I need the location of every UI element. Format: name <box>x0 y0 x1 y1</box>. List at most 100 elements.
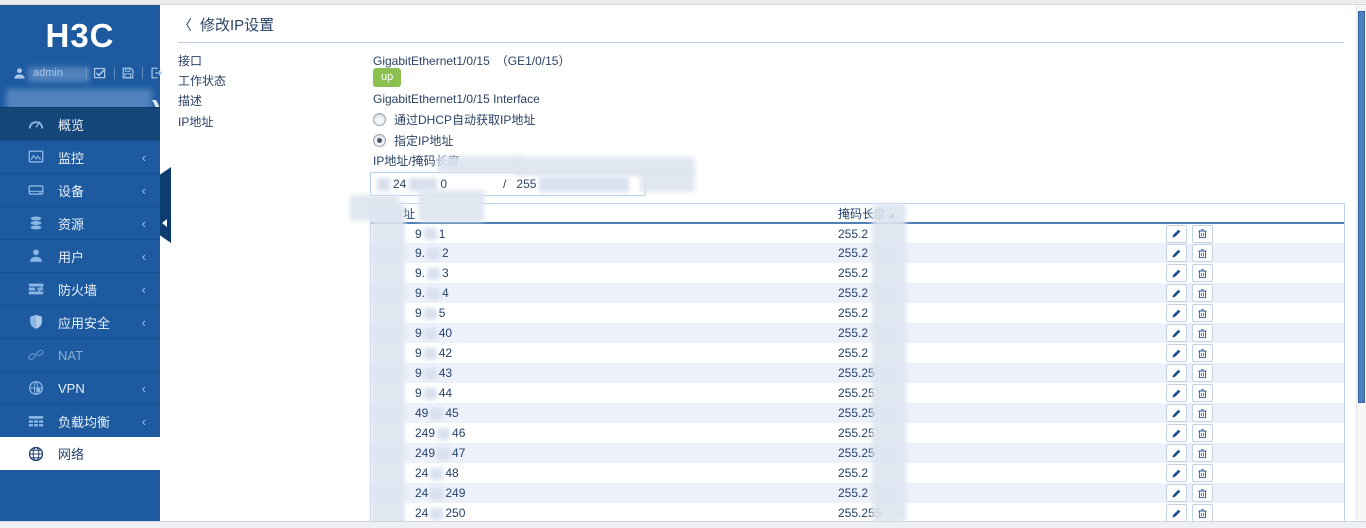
delete-button[interactable] <box>1192 384 1213 402</box>
sidebar-item-vpn[interactable]: VPN ‹ <box>0 371 160 404</box>
delete-button[interactable] <box>1192 284 1213 302</box>
delete-button[interactable] <box>1192 324 1213 342</box>
sidebar-item-monitoring[interactable]: 监控 ‹ <box>0 140 160 173</box>
blur-patch <box>437 447 451 460</box>
delete-button[interactable] <box>1192 224 1213 243</box>
mask-cell: 255.2 <box>833 303 1163 323</box>
address-column-header: 址 <box>371 204 833 224</box>
delete-button[interactable] <box>1192 504 1213 521</box>
sidebar-item-user[interactable]: 用户 ‹ <box>0 239 160 272</box>
scrollbar-thumb[interactable] <box>1358 11 1365 403</box>
chevron-left-icon: ‹ <box>141 248 146 264</box>
delete-button[interactable] <box>1192 444 1213 462</box>
sidebar: H3C admin ) 概览监控‹设备‹资源‹用户‹防火墙‹应用安全‹NATVP… <box>0 5 163 521</box>
sidebar-item-app-security[interactable]: 应用安全 ‹ <box>0 305 160 338</box>
table-row: 9 1 255.2 <box>371 223 1344 243</box>
sidebar-collapse-handle[interactable] <box>160 167 171 243</box>
sidebar-item-resource[interactable]: 资源 ‹ <box>0 206 160 239</box>
delete-button[interactable] <box>1192 364 1213 382</box>
mask-cell: 255.2 <box>833 463 1163 483</box>
sidebar-item-overview[interactable]: 概览 <box>0 107 160 140</box>
edit-button[interactable] <box>1166 464 1187 482</box>
edit-button[interactable] <box>1166 324 1187 342</box>
mask-value: 255.2 <box>838 226 869 241</box>
address-fragment: 9 <box>415 226 422 241</box>
logout-icon[interactable] <box>149 66 164 81</box>
monitor-icon <box>27 148 45 166</box>
edit-button[interactable] <box>1166 484 1187 502</box>
radio-dhcp[interactable]: 通过DHCP自动获取IP地址 <box>373 111 535 128</box>
address-cell: 9 40 <box>371 323 833 343</box>
save-config-icon[interactable] <box>93 66 108 81</box>
back-icon[interactable]: 〈 <box>178 16 192 33</box>
sidebar-item-network[interactable]: 网络 <box>0 437 160 470</box>
chevron-left-icon: ‹ <box>141 149 146 165</box>
actions-cell <box>1163 263 1344 283</box>
chevron-left-icon: ‹ <box>141 413 146 429</box>
sidebar-item-nat[interactable]: NAT <box>0 338 160 371</box>
delete-button[interactable] <box>1192 344 1213 362</box>
mask-cell: 255.2 <box>833 483 1163 503</box>
delete-button[interactable] <box>1192 484 1213 502</box>
address-fragment: 9 <box>415 346 422 360</box>
edit-button[interactable] <box>1166 344 1187 362</box>
gauge-icon <box>27 115 45 133</box>
address-cell: 249 46 <box>371 423 833 443</box>
radio-checked-icon[interactable] <box>373 134 386 147</box>
mask-column-header[interactable]: 掩码长度 <box>833 204 1163 224</box>
table-row: 9 43 255.25 <box>371 363 1344 383</box>
actions-column-header <box>1163 204 1344 224</box>
sidebar-item-device[interactable]: 设备 ‹ <box>0 173 160 206</box>
edit-button[interactable] <box>1166 384 1187 402</box>
address-suffix: 42 <box>438 346 453 360</box>
edit-button[interactable] <box>1166 264 1187 282</box>
address-suffix: 47 <box>452 446 466 460</box>
address-suffix: 45 <box>445 406 459 420</box>
actions-cell <box>1163 403 1344 423</box>
delete-button[interactable] <box>1192 304 1213 322</box>
edit-button[interactable] <box>1166 504 1187 521</box>
delete-button[interactable] <box>1192 264 1213 282</box>
delete-button[interactable] <box>1192 464 1213 482</box>
floppy-save-icon[interactable] <box>121 66 136 81</box>
blur-patch <box>423 347 437 360</box>
table-row: 24 48 255.2 <box>371 463 1344 483</box>
sidebar-item-label: 用户 <box>58 249 85 265</box>
edit-button[interactable] <box>1166 284 1187 302</box>
mask-value: 255.25 <box>838 446 875 460</box>
sidebar-item-load-balance[interactable]: 负载均衡 ‹ <box>0 404 160 437</box>
blur-patch <box>430 487 444 500</box>
address-suffix: 250 <box>445 506 466 520</box>
edit-button[interactable] <box>1166 364 1187 382</box>
radio-static-ip[interactable]: 指定IP地址 <box>373 132 453 149</box>
edit-button[interactable] <box>1166 304 1187 322</box>
address-cell: 24 249 <box>371 483 833 503</box>
radio-unchecked-icon[interactable] <box>373 113 386 126</box>
mask-cell: 255.2 <box>833 323 1163 343</box>
table-row: 9 42 255.2 <box>371 343 1344 363</box>
mask-value: 255.25 <box>838 386 875 400</box>
actions-cell <box>1163 243 1344 263</box>
edit-button[interactable] <box>1166 444 1187 462</box>
mask-cell: 255.25 <box>833 423 1163 443</box>
actions-cell <box>1163 443 1344 463</box>
mask-value: 255.2 <box>838 286 869 300</box>
blur-patch <box>28 67 90 82</box>
table-row: 24 250 255.255 <box>371 503 1344 521</box>
address-suffix: 46 <box>452 426 466 440</box>
edit-button[interactable] <box>1166 244 1187 262</box>
vertical-scrollbar[interactable] <box>1356 5 1366 521</box>
page-title: 〈 修改IP设置 <box>178 14 274 35</box>
delete-button[interactable] <box>1192 404 1213 422</box>
edit-button[interactable] <box>1166 404 1187 422</box>
edit-button[interactable] <box>1166 224 1187 243</box>
sidebar-item-firewall[interactable]: 防火墙 ‹ <box>0 272 160 305</box>
delete-button[interactable] <box>1192 244 1213 262</box>
mask-value: 255.2 <box>838 246 869 260</box>
table-row: 9. 3 255.2 <box>371 263 1344 283</box>
delete-button[interactable] <box>1192 424 1213 442</box>
edit-button[interactable] <box>1166 424 1187 442</box>
browser-top-edge <box>0 0 1366 5</box>
shield-icon <box>27 313 45 331</box>
